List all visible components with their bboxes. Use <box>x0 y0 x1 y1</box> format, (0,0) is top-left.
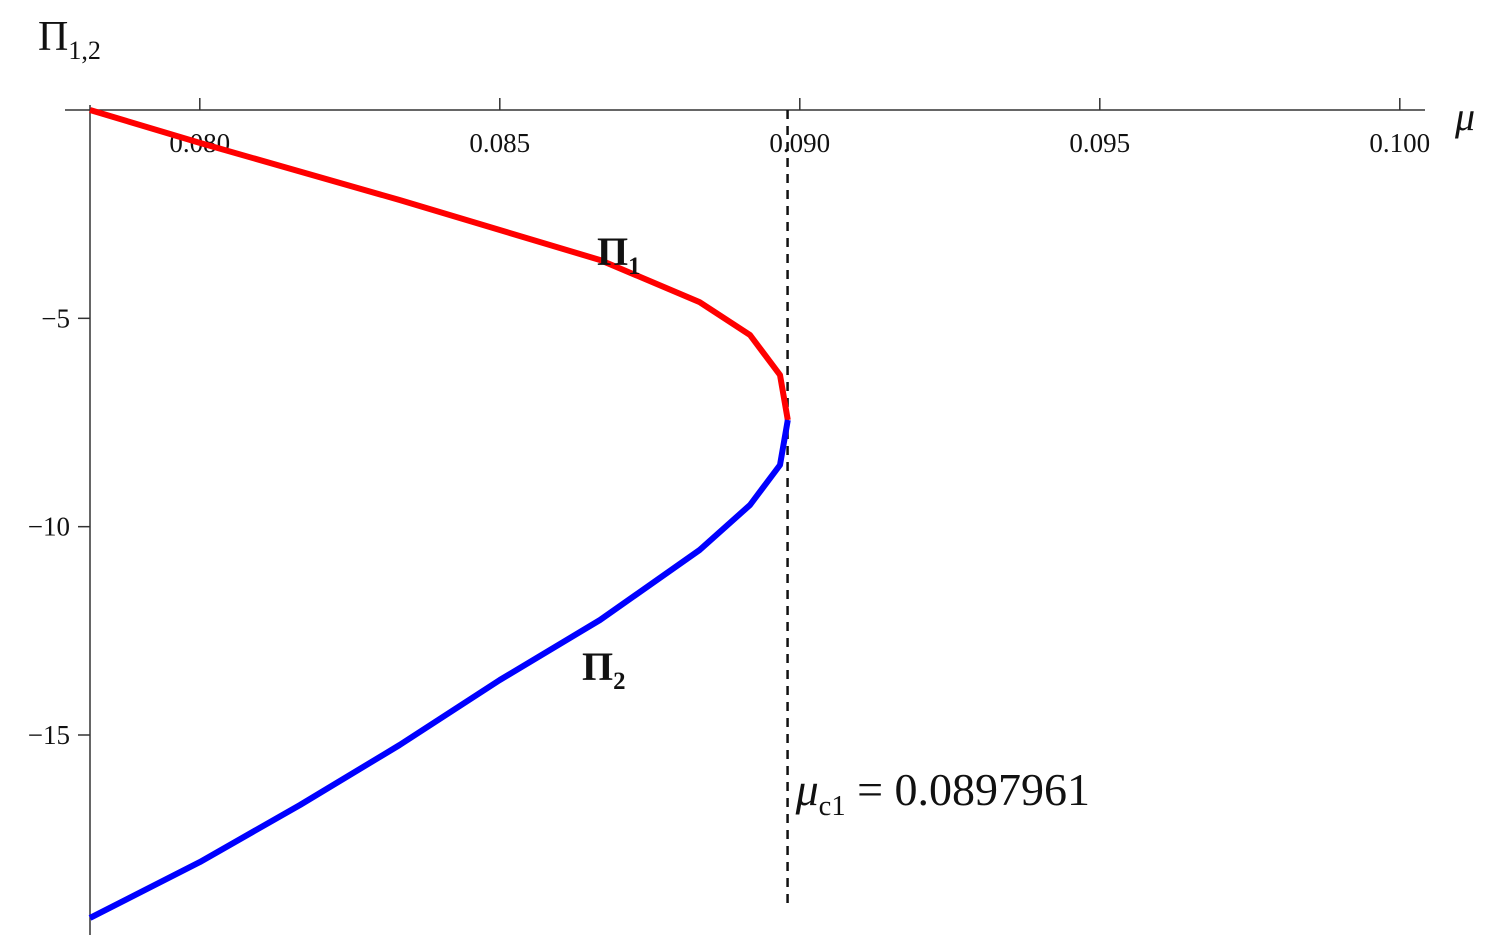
series-label-subscript: 2 <box>613 668 625 695</box>
x-axis-label: μ <box>1454 94 1475 139</box>
y-tick-label: −15 <box>28 720 70 750</box>
series-label-subscript: 1 <box>628 253 640 280</box>
reference-label-subscript: c1 <box>819 791 846 822</box>
y-tick-label: −5 <box>41 303 70 333</box>
reference-label-symbol: μ <box>795 764 819 815</box>
x-tick-label: 0.090 <box>769 128 830 158</box>
line <box>88 419 791 921</box>
series-label-symbol: Π <box>597 229 628 274</box>
reference-label-text: = 0.0897961 <box>846 764 1090 815</box>
y-tick-label: −10 <box>28 512 70 542</box>
reference-label: μc1 = 0.0897961 <box>795 764 1090 822</box>
y-axis-label-symbol: Π <box>38 14 68 60</box>
x-tick-label: 0.095 <box>1069 128 1130 158</box>
series-label-symbol: Π <box>582 644 613 689</box>
series-label: Π2 <box>582 644 626 695</box>
y-axis-label: Π1,2 <box>38 14 101 65</box>
x-tick-label: 0.085 <box>469 128 530 158</box>
y-axis-label-subscript: 1,2 <box>68 36 101 65</box>
x-tick-label: 0.100 <box>1369 128 1430 158</box>
line <box>89 107 791 421</box>
series-label: Π1 <box>597 229 641 280</box>
